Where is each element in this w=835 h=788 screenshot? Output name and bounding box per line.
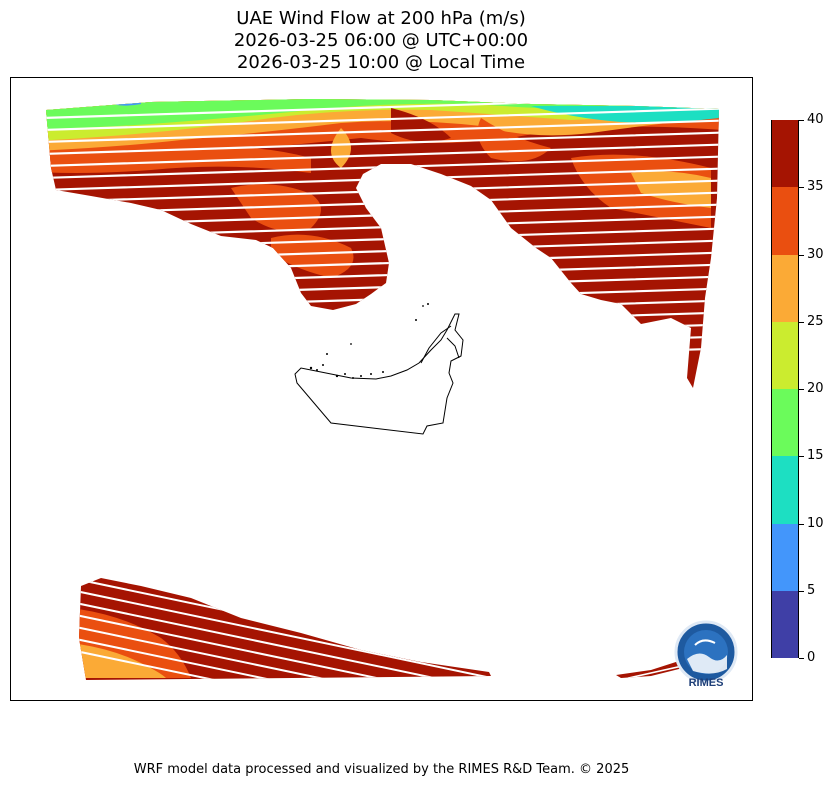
uae-boundary <box>294 313 464 435</box>
colorbar-tick-8 <box>799 120 804 121</box>
colorbar-label-0: 0 <box>807 650 816 665</box>
colorbar-bin-4 <box>772 321 798 389</box>
colorbar-tick-5 <box>799 321 804 323</box>
colorbar-label-1: 5 <box>807 582 816 598</box>
colorbar-label-8: 40 <box>807 112 824 127</box>
colorbar-tick-1 <box>799 590 804 592</box>
title-line-3: 2026-03-25 10:00 @ Local Time <box>236 52 526 73</box>
colorbar-bin-2 <box>772 456 798 524</box>
colorbar-tick-7 <box>799 187 804 189</box>
colorbar-tick-4 <box>799 389 804 390</box>
uae-islands <box>309 303 429 379</box>
colorbar-label-3: 15 <box>807 448 824 464</box>
colorbar-label-4: 20 <box>807 381 824 396</box>
colorbar-tick-3 <box>799 456 804 458</box>
colorbar-bin-3 <box>772 389 798 457</box>
colorbar-tick-2 <box>799 523 804 525</box>
colorbar-label-5: 25 <box>807 313 824 329</box>
rimes-logo: RIMES <box>673 619 739 689</box>
wind-speed-map <box>46 99 719 680</box>
colorbar-label-6: 30 <box>807 246 824 262</box>
colorbar-bin-6 <box>772 187 798 255</box>
colorbar-label-2: 10 <box>807 515 824 531</box>
colorbar-label-7: 35 <box>807 179 824 195</box>
south-wind-field <box>79 578 491 680</box>
colorbar-tick-6 <box>799 254 804 256</box>
north-wind-field <box>46 99 719 388</box>
colorbar-bin-5 <box>772 254 798 322</box>
colorbar <box>771 120 799 658</box>
logo-text: RIMES <box>689 677 724 689</box>
colorbar-tick-0 <box>799 658 804 659</box>
colorbar-bin-7 <box>772 120 798 188</box>
title-line-1: UAE Wind Flow at 200 hPa (m/s) <box>236 8 526 29</box>
title-line-2: 2026-03-25 06:00 @ UTC+00:00 <box>233 30 529 51</box>
map-panel <box>10 77 753 701</box>
footer-credit: WRF model data processed and visualized … <box>133 762 630 777</box>
colorbar-bin-1 <box>772 523 798 591</box>
colorbar-bin-0 <box>772 590 798 658</box>
